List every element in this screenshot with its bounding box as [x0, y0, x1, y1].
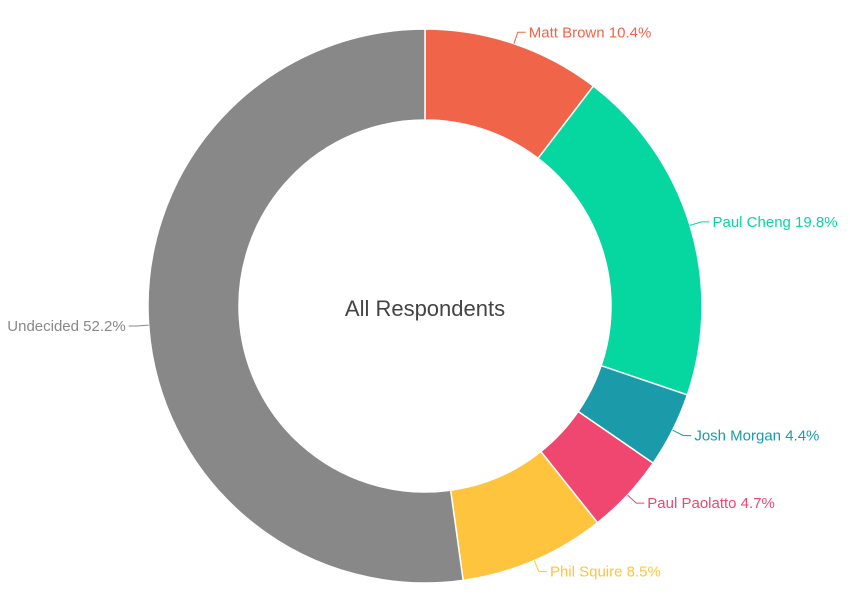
slice-labels: Matt Brown 10.4% Paul Cheng 19.8% Josh Mor…	[7, 24, 837, 580]
label-paul-cheng: Paul Cheng 19.8%	[712, 214, 837, 231]
label-phil-squire: Phil Squire 8.5%	[550, 564, 661, 581]
slice-undecided	[147, 28, 465, 584]
label-undecided: Undecided 52.2%	[7, 318, 125, 335]
leader-josh-morgan	[672, 429, 692, 437]
donut-slices	[147, 28, 703, 584]
label-matt-brown: Matt Brown 10.4%	[529, 24, 652, 41]
label-josh-morgan: Josh Morgan 4.4%	[694, 428, 819, 445]
leader-paul-paolatto	[627, 494, 645, 504]
slice-paul-cheng	[537, 85, 703, 396]
leader-paul-cheng	[689, 221, 710, 226]
center-label: All Respondents	[345, 296, 505, 321]
leader-undecided	[128, 324, 149, 327]
leader-matt-brown	[513, 31, 526, 44]
leader-phil-squire	[533, 560, 547, 573]
leader-lines	[128, 31, 710, 573]
label-paul-paolatto: Paul Paolatto 4.7%	[647, 495, 775, 512]
